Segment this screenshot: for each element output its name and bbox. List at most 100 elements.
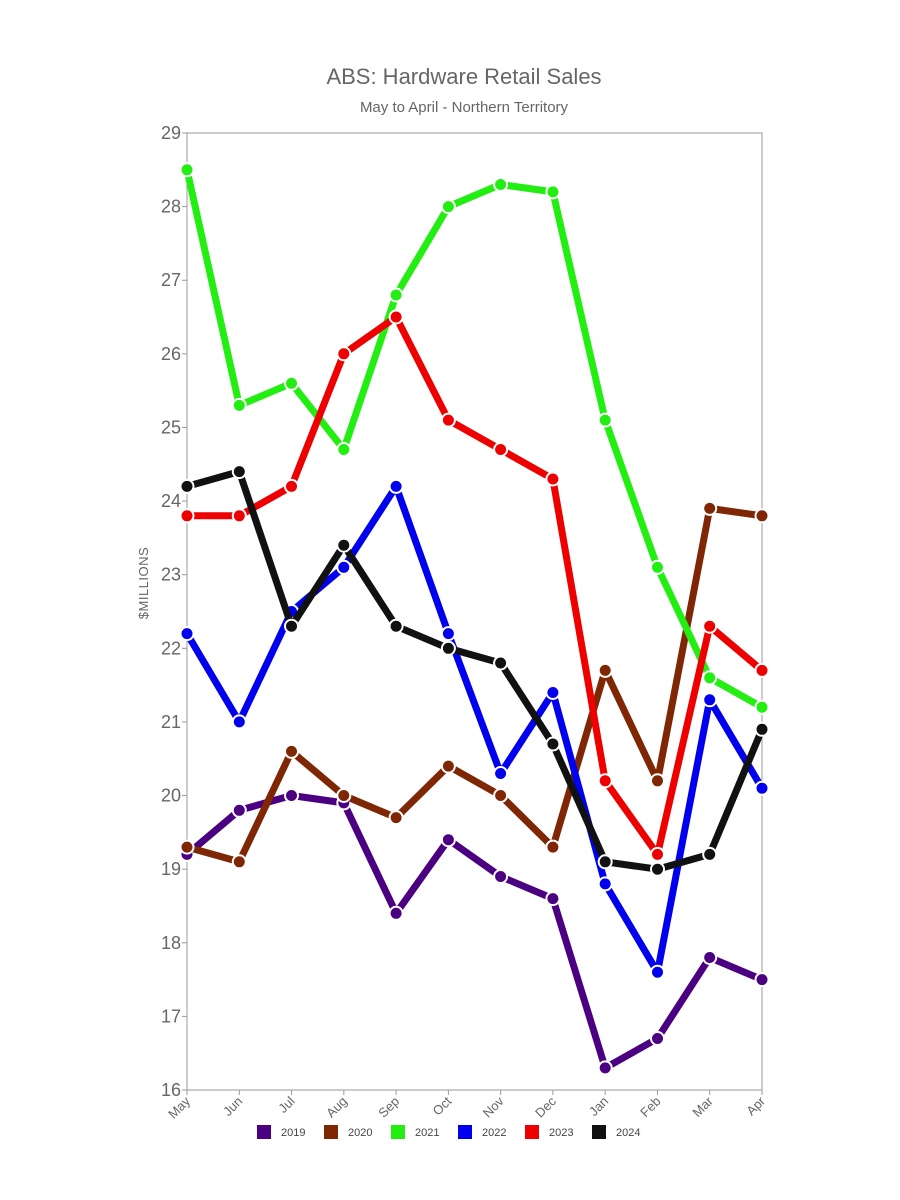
data-point[interactable] <box>440 832 456 848</box>
data-point[interactable] <box>597 412 613 428</box>
data-point[interactable] <box>597 662 613 678</box>
legend-item-2020[interactable]: 2020 <box>324 1125 372 1139</box>
legend-item-2022[interactable]: 2022 <box>458 1125 506 1139</box>
data-point[interactable] <box>702 950 718 965</box>
data-point[interactable] <box>440 758 456 774</box>
data-point[interactable] <box>388 905 404 921</box>
data-point[interactable] <box>650 846 665 862</box>
data-point[interactable] <box>179 626 195 642</box>
legend-item-2021[interactable]: 2021 <box>391 1125 439 1139</box>
data-point[interactable] <box>545 839 561 855</box>
data-point[interactable] <box>284 743 299 759</box>
data-point[interactable] <box>545 471 561 487</box>
data-point[interactable] <box>493 655 509 671</box>
data-point[interactable] <box>493 788 509 803</box>
data-point[interactable] <box>440 626 456 642</box>
data-point[interactable] <box>545 736 561 752</box>
data-point[interactable] <box>440 640 456 656</box>
y-tick-label: 23 <box>161 565 181 585</box>
data-point[interactable] <box>179 508 195 524</box>
data-point[interactable] <box>650 773 665 789</box>
data-point[interactable] <box>702 670 718 686</box>
data-point[interactable] <box>284 375 299 391</box>
data-point[interactable] <box>545 184 561 200</box>
data-point[interactable] <box>702 846 718 862</box>
data-point[interactable] <box>179 162 195 178</box>
data-point[interactable] <box>231 508 247 524</box>
legend-item-2023[interactable]: 2023 <box>525 1125 573 1139</box>
x-tick-label: Jun <box>220 1094 245 1119</box>
data-point[interactable] <box>179 839 195 855</box>
data-point[interactable] <box>179 478 195 494</box>
data-point[interactable] <box>650 964 665 980</box>
legend-swatch <box>324 1125 338 1139</box>
data-point[interactable] <box>231 464 247 480</box>
data-point[interactable] <box>597 854 613 870</box>
data-point[interactable] <box>493 177 509 192</box>
data-point[interactable] <box>440 412 456 428</box>
data-point[interactable] <box>754 699 770 715</box>
data-point[interactable] <box>336 559 352 575</box>
data-point[interactable] <box>754 721 770 737</box>
data-point[interactable] <box>336 788 352 803</box>
x-tick-label: Aug <box>323 1094 350 1121</box>
data-point[interactable] <box>493 869 509 884</box>
data-point[interactable] <box>597 876 613 892</box>
data-point[interactable] <box>388 309 404 325</box>
data-point[interactable] <box>336 442 352 457</box>
data-point[interactable] <box>231 854 247 870</box>
data-point[interactable] <box>388 478 404 494</box>
y-tick-label: 19 <box>161 859 181 879</box>
series-layer <box>179 162 770 1076</box>
legend-swatch <box>257 1125 271 1139</box>
data-point[interactable] <box>440 199 456 215</box>
data-point[interactable] <box>388 810 404 826</box>
data-point[interactable] <box>754 508 770 524</box>
data-point[interactable] <box>597 1060 613 1076</box>
data-point[interactable] <box>650 861 665 877</box>
x-axis-ticks: May Jun Jul Aug Sep Oct Nov Dec Jan Feb Mar Apr <box>165 1090 769 1121</box>
data-point[interactable] <box>336 537 352 553</box>
data-point[interactable] <box>231 802 247 818</box>
data-point[interactable] <box>650 559 665 575</box>
series-line-2024 <box>183 468 766 873</box>
data-point[interactable] <box>702 692 718 708</box>
series-line-2020 <box>183 504 766 866</box>
y-tick-label: 26 <box>161 344 181 364</box>
data-point[interactable] <box>493 766 509 781</box>
data-point[interactable] <box>754 780 770 796</box>
data-point[interactable] <box>545 891 561 907</box>
data-point[interactable] <box>284 478 299 494</box>
legend-label: 2021 <box>415 1127 439 1139</box>
y-tick-label: 20 <box>161 786 181 806</box>
data-point[interactable] <box>284 618 299 634</box>
data-point[interactable] <box>702 618 718 634</box>
series-line-2023 <box>183 313 766 858</box>
legend-swatch <box>525 1125 539 1139</box>
data-point[interactable] <box>388 618 404 634</box>
data-point[interactable] <box>545 685 561 700</box>
x-tick-label: Nov <box>480 1093 507 1120</box>
x-tick-label: Sep <box>375 1094 402 1121</box>
data-point[interactable] <box>388 287 404 303</box>
data-point[interactable] <box>754 662 770 678</box>
y-tick-label: 17 <box>161 1006 181 1026</box>
legend-label: 2019 <box>281 1127 305 1139</box>
data-point[interactable] <box>702 500 718 516</box>
plot-area <box>186 132 763 1091</box>
data-point[interactable] <box>231 714 247 730</box>
data-point[interactable] <box>336 346 352 362</box>
data-point[interactable] <box>650 1031 665 1046</box>
data-point[interactable] <box>284 788 299 803</box>
y-tick-label: 28 <box>161 197 181 217</box>
chart-title: ABS: Hardware Retail Sales <box>326 64 601 89</box>
y-tick-label: 27 <box>161 270 181 290</box>
legend-item-2024[interactable]: 2024 <box>592 1125 640 1139</box>
data-point[interactable] <box>597 773 613 789</box>
data-point[interactable] <box>754 972 770 988</box>
x-tick-label: Dec <box>532 1093 559 1120</box>
data-point[interactable] <box>231 397 247 413</box>
data-point[interactable] <box>493 442 509 457</box>
legend-item-2019[interactable]: 2019 <box>257 1125 305 1139</box>
